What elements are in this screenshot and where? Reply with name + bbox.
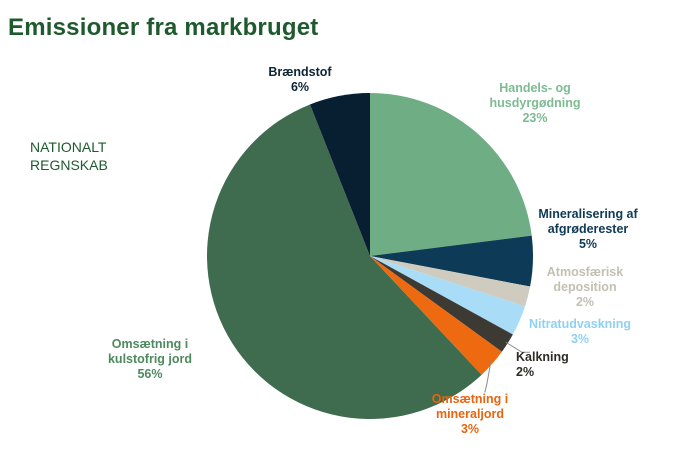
- leader-line: [505, 341, 530, 353]
- slice-name: mineraljord: [436, 407, 504, 421]
- slice-label: Kalkning 2%: [516, 350, 569, 379]
- slice-name: kulstofrig jord: [108, 352, 192, 366]
- slice-percent: 23%: [522, 111, 547, 125]
- pie-slice: [370, 256, 526, 335]
- slice-name: Brændstof: [268, 65, 332, 79]
- slice-label: Mineralisering af afgrøderester 5%: [538, 207, 638, 251]
- slice-name: afgrøderester: [548, 222, 629, 236]
- slice-name: deposition: [553, 280, 616, 294]
- slice-percent: 5%: [579, 237, 597, 251]
- slice-name: Atmosfærisk: [547, 265, 623, 279]
- slice-percent: 56%: [137, 367, 162, 381]
- side-note: NATIONALT REGNSKAB: [30, 139, 108, 173]
- slice-label: Omsætning i kulstofrig jord 56%: [108, 337, 192, 381]
- slice-percent: 2%: [516, 365, 534, 379]
- pie-slice: [370, 93, 532, 256]
- slice-percent: 6%: [291, 80, 309, 94]
- slice-percent: 2%: [576, 295, 594, 309]
- slice-name: Omsætning i: [432, 392, 508, 406]
- slice-name: Omsætning i: [112, 337, 188, 351]
- pie-slice: [370, 256, 502, 375]
- slice-name: Handels- og: [499, 81, 571, 95]
- slice-label: Omsætning i mineraljord 3%: [432, 392, 508, 436]
- slice-label: Brændstof 6%: [268, 65, 332, 94]
- slice-name: Mineralisering af: [538, 207, 638, 221]
- slice-label: Atmosfærisk deposition 2%: [547, 265, 623, 309]
- pie-slice: [370, 256, 513, 352]
- pie-slice: [370, 235, 534, 287]
- slice-percent: 3%: [571, 332, 589, 346]
- pie-slice: [370, 256, 531, 307]
- slice-label: Handels- og husdyrgødning 23%: [490, 81, 581, 125]
- leader-line: [484, 362, 492, 393]
- pie-slice: [309, 93, 370, 256]
- pie-slice: [206, 104, 482, 420]
- slice-label: Nitratudvaskning 3%: [529, 317, 631, 346]
- chart-title: Emissioner fra markbruget: [8, 14, 319, 41]
- slice-percent: 3%: [461, 422, 479, 436]
- slice-name: husdyrgødning: [490, 96, 581, 110]
- slice-name: Nitratudvaskning: [529, 317, 631, 331]
- slice-name: Kalkning: [516, 350, 569, 364]
